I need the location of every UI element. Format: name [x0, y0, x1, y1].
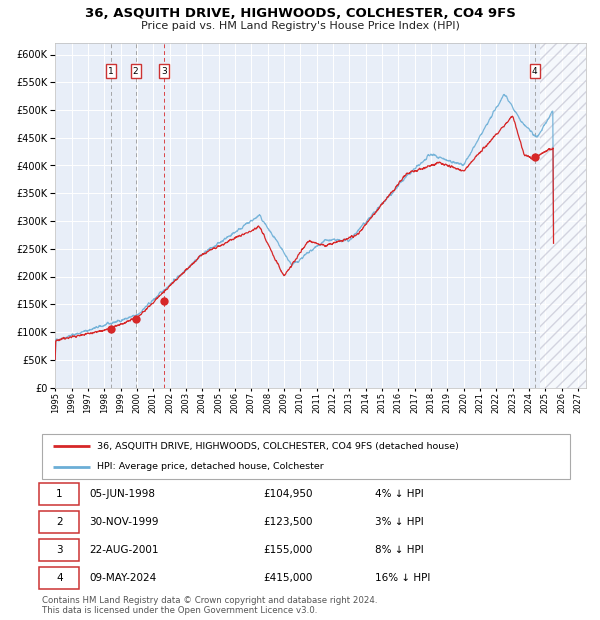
Text: 3: 3: [161, 66, 167, 76]
FancyBboxPatch shape: [40, 539, 79, 560]
Text: £123,500: £123,500: [264, 517, 313, 527]
Text: Contains HM Land Registry data © Crown copyright and database right 2024.
This d: Contains HM Land Registry data © Crown c…: [42, 596, 377, 615]
Text: HPI: Average price, detached house, Colchester: HPI: Average price, detached house, Colc…: [97, 462, 324, 471]
Text: 2: 2: [56, 517, 63, 527]
Text: 4: 4: [532, 66, 538, 76]
Text: 3: 3: [56, 545, 63, 555]
Text: 36, ASQUITH DRIVE, HIGHWOODS, COLCHESTER, CO4 9FS: 36, ASQUITH DRIVE, HIGHWOODS, COLCHESTER…: [85, 7, 515, 20]
Text: 05-JUN-1998: 05-JUN-1998: [89, 489, 155, 499]
Text: Price paid vs. HM Land Registry's House Price Index (HPI): Price paid vs. HM Land Registry's House …: [140, 21, 460, 31]
FancyBboxPatch shape: [40, 484, 79, 505]
Text: 36, ASQUITH DRIVE, HIGHWOODS, COLCHESTER, CO4 9FS (detached house): 36, ASQUITH DRIVE, HIGHWOODS, COLCHESTER…: [97, 441, 460, 451]
Text: 4% ↓ HPI: 4% ↓ HPI: [374, 489, 424, 499]
Text: 4: 4: [56, 573, 63, 583]
Text: £104,950: £104,950: [264, 489, 313, 499]
Text: 09-MAY-2024: 09-MAY-2024: [89, 573, 157, 583]
Text: 22-AUG-2001: 22-AUG-2001: [89, 545, 159, 555]
Text: 8% ↓ HPI: 8% ↓ HPI: [374, 545, 424, 555]
Text: 1: 1: [109, 66, 114, 76]
Text: 16% ↓ HPI: 16% ↓ HPI: [374, 573, 430, 583]
FancyBboxPatch shape: [40, 512, 79, 533]
Text: 3% ↓ HPI: 3% ↓ HPI: [374, 517, 424, 527]
Bar: [541, 43, 586, 388]
Text: 2: 2: [133, 66, 139, 76]
Text: £155,000: £155,000: [264, 545, 313, 555]
Text: 30-NOV-1999: 30-NOV-1999: [89, 517, 159, 527]
Text: £415,000: £415,000: [264, 573, 313, 583]
Text: 1: 1: [56, 489, 63, 499]
FancyBboxPatch shape: [40, 567, 79, 588]
